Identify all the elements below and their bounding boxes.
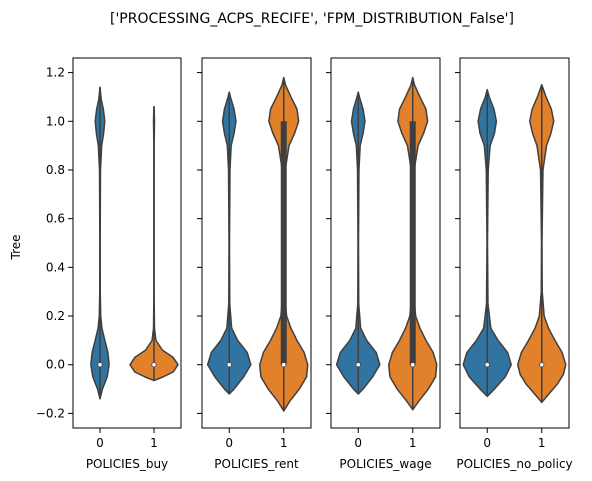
- x-tick-label: 1: [280, 436, 288, 450]
- y-tick-label: 1.0: [46, 114, 65, 128]
- y-tick-label: −0.2: [36, 406, 65, 420]
- y-tick-label: 0.6: [46, 212, 65, 226]
- violin-median: [484, 362, 490, 368]
- panel-frame: [72, 57, 182, 429]
- panel-frame: [459, 57, 570, 429]
- y-axis-label: Tree: [9, 234, 23, 260]
- x-tick-label: 0: [225, 436, 233, 450]
- y-ticks: −0.2 0.0 0.2 0.4 0.6 0.8 1.0 1.2: [36, 66, 460, 420]
- panel-2: 0 1 POLICIES_rent: [201, 57, 312, 471]
- violin-median: [97, 362, 103, 368]
- violin-iqr-box: [280, 121, 287, 365]
- violin-median: [539, 362, 545, 368]
- violin-median: [226, 362, 232, 368]
- violin-median: [281, 362, 287, 368]
- panel-frame: [330, 57, 441, 429]
- y-tick-label: 0.8: [46, 163, 65, 177]
- panel-4: 0 1 POLICIES_no_policy: [456, 57, 573, 471]
- x-axis-label: POLICIES_rent: [214, 457, 299, 471]
- panel-3: 0 1 POLICIES_wage: [330, 57, 441, 471]
- violin-median: [410, 362, 416, 368]
- x-axis-label: POLICIES_buy: [86, 457, 168, 471]
- y-tick-label: 0.4: [46, 260, 65, 274]
- x-tick-label: 1: [409, 436, 417, 450]
- x-tick-label: 0: [483, 436, 491, 450]
- violin-iqr-box: [409, 121, 416, 365]
- y-tick-label: 1.2: [46, 66, 65, 80]
- x-axis-label: POLICIES_wage: [339, 457, 431, 471]
- x-tick-label: 1: [150, 436, 158, 450]
- x-tick-label: 0: [354, 436, 362, 450]
- y-tick-label: 0.0: [46, 358, 65, 372]
- panel-1: 0 1 POLICIES_buy: [72, 57, 182, 471]
- y-tick-label: 0.2: [46, 309, 65, 323]
- chart-title: ['PROCESSING_ACPS_RECIFE', 'FPM_DISTRIBU…: [110, 11, 514, 27]
- panels: 0 1 POLICIES_buy 0 1 POLICIES_rent 0 1 POLICIES_…: [72, 57, 573, 471]
- violin-median: [151, 362, 157, 368]
- x-tick-label: 0: [96, 436, 104, 450]
- violin-median: [355, 362, 361, 368]
- panel-frame: [201, 57, 312, 429]
- x-axis-label: POLICIES_no_policy: [456, 457, 572, 471]
- x-tick-label: 1: [538, 436, 546, 450]
